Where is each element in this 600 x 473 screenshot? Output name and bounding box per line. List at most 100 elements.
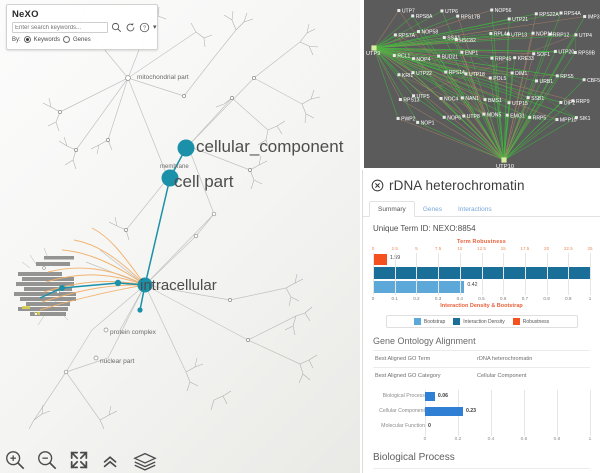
graph-toolbar[interactable] [4, 449, 158, 471]
radio-genes[interactable] [63, 36, 71, 43]
network-node[interactable] [393, 33, 397, 37]
ontology-graph-canvas[interactable] [0, 0, 360, 473]
network-node[interactable] [454, 38, 458, 42]
node-label-nuclear-part[interactable]: nuclear part [100, 358, 135, 365]
legend-item-robustness[interactable]: Robustness [512, 318, 549, 325]
network-node[interactable] [505, 113, 509, 117]
node-label-intracellular[interactable]: intracellular [140, 277, 217, 294]
network-node[interactable] [371, 45, 377, 51]
node-label-protein-complex[interactable]: protein complex [110, 329, 156, 336]
network-node[interactable] [555, 118, 559, 122]
layers-icon[interactable] [132, 449, 158, 471]
network-node[interactable] [412, 94, 416, 98]
node-label-membrane[interactable]: membrane [160, 164, 189, 170]
network-node[interactable] [528, 115, 532, 119]
term-info-panel[interactable]: rDNA heterochromatin Summary Genes Inter… [362, 170, 600, 473]
network-node[interactable] [532, 52, 536, 56]
network-node[interactable] [501, 157, 507, 163]
network-node[interactable] [444, 70, 448, 74]
top-tick: 2.5 [391, 246, 398, 251]
network-node[interactable] [440, 9, 444, 13]
close-circle-icon[interactable] [371, 179, 384, 192]
network-node[interactable] [460, 96, 464, 100]
network-node[interactable] [513, 56, 517, 60]
network-node[interactable] [559, 11, 563, 15]
network-node[interactable] [442, 36, 446, 40]
network-node[interactable] [464, 72, 468, 76]
network-node[interactable] [507, 101, 511, 105]
network-node[interactable] [439, 96, 443, 100]
zoom-out-icon[interactable] [36, 449, 58, 471]
panel-tabs[interactable]: Summary Genes Interactions [363, 201, 600, 217]
network-node[interactable] [574, 116, 578, 120]
legend-item-bootstrap[interactable]: Bootstrap [413, 318, 445, 325]
collapse-all-icon[interactable] [100, 449, 122, 471]
search-panel[interactable]: NeXO ? ▾ By: Keywords Genes [6, 4, 158, 50]
tab-interactions[interactable]: Interactions [457, 206, 492, 213]
network-node[interactable] [555, 74, 559, 78]
network-node[interactable] [482, 112, 486, 116]
network-node[interactable] [535, 79, 539, 83]
network-node[interactable] [553, 49, 557, 53]
network-node[interactable] [396, 116, 400, 120]
network-node[interactable] [398, 98, 402, 102]
tab-genes[interactable]: Genes [422, 206, 442, 213]
network-node[interactable] [490, 8, 494, 12]
ontology-tree-view[interactable]: cellular_component cell part intracellul… [0, 0, 360, 473]
network-node[interactable] [437, 54, 441, 58]
network-node[interactable] [559, 100, 563, 104]
node-label-cell-part[interactable]: cell part [174, 172, 234, 191]
network-node[interactable] [442, 115, 446, 119]
network-node[interactable] [456, 14, 460, 18]
network-node[interactable] [574, 33, 578, 37]
network-node[interactable] [416, 120, 420, 124]
network-node[interactable] [534, 12, 538, 16]
chevron-down-icon[interactable]: ▾ [153, 23, 157, 31]
legend-item-interaction-density[interactable]: Interaction Density [453, 318, 505, 325]
fit-to-screen-icon[interactable] [68, 449, 90, 471]
network-node[interactable] [573, 50, 577, 54]
zoom-in-icon[interactable] [4, 449, 26, 471]
search-input[interactable] [12, 22, 108, 33]
chart-legend[interactable]: Bootstrap Interaction Density Robustness [385, 315, 578, 328]
network-node[interactable] [510, 71, 514, 75]
search-icon[interactable] [111, 22, 122, 33]
network-node-label: MPP10 [560, 118, 577, 124]
network-node[interactable] [416, 30, 420, 34]
network-node[interactable] [582, 78, 586, 82]
network-node[interactable] [488, 76, 492, 80]
network-edge [373, 47, 399, 119]
network-node[interactable] [571, 99, 575, 103]
network-node[interactable] [507, 17, 511, 21]
network-node[interactable] [460, 50, 464, 54]
network-edge [373, 47, 510, 103]
network-node[interactable] [531, 31, 535, 35]
network-node[interactable] [411, 57, 415, 61]
network-node[interactable] [392, 54, 396, 58]
network-node[interactable] [411, 71, 415, 75]
bottom-tick: 0.1 [391, 296, 398, 301]
network-edge [503, 34, 509, 161]
refresh-icon[interactable] [125, 22, 136, 33]
tab-summary[interactable]: Summary [369, 201, 415, 217]
help-icon[interactable]: ? [139, 22, 150, 33]
network-node[interactable] [489, 32, 493, 36]
network-edge [373, 47, 492, 59]
grid-line [557, 390, 558, 436]
network-node[interactable] [462, 114, 466, 118]
network-node[interactable] [411, 14, 415, 18]
node-label-cellular-component[interactable]: cellular_component [196, 137, 344, 156]
network-node[interactable] [526, 96, 530, 100]
network-node[interactable] [397, 73, 401, 77]
interaction-network-view[interactable]: UTP7 RPS8A UTP6 RPS17B NOP56 UTP21 RPS22A RPS4A… [362, 0, 600, 170]
network-node[interactable] [548, 32, 552, 36]
node-label-mitochondrial-part[interactable]: mitochondrial part [137, 74, 189, 81]
network-node[interactable] [490, 56, 494, 60]
network-node[interactable] [506, 32, 510, 36]
network-node[interactable] [483, 98, 487, 102]
network-node[interactable] [397, 9, 401, 13]
radio-keywords[interactable] [23, 36, 31, 43]
network-node[interactable] [583, 15, 587, 19]
